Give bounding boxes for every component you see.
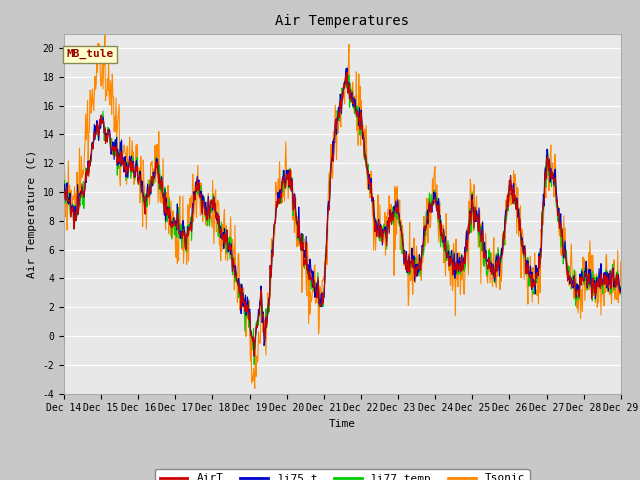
Text: MB_tule: MB_tule	[67, 49, 114, 59]
Title: Air Temperatures: Air Temperatures	[275, 14, 410, 28]
X-axis label: Time: Time	[329, 419, 356, 429]
Y-axis label: Air Temperature (C): Air Temperature (C)	[27, 149, 37, 278]
Legend: AirT, li75_t, li77_temp, Tsonic: AirT, li75_t, li77_temp, Tsonic	[156, 469, 529, 480]
